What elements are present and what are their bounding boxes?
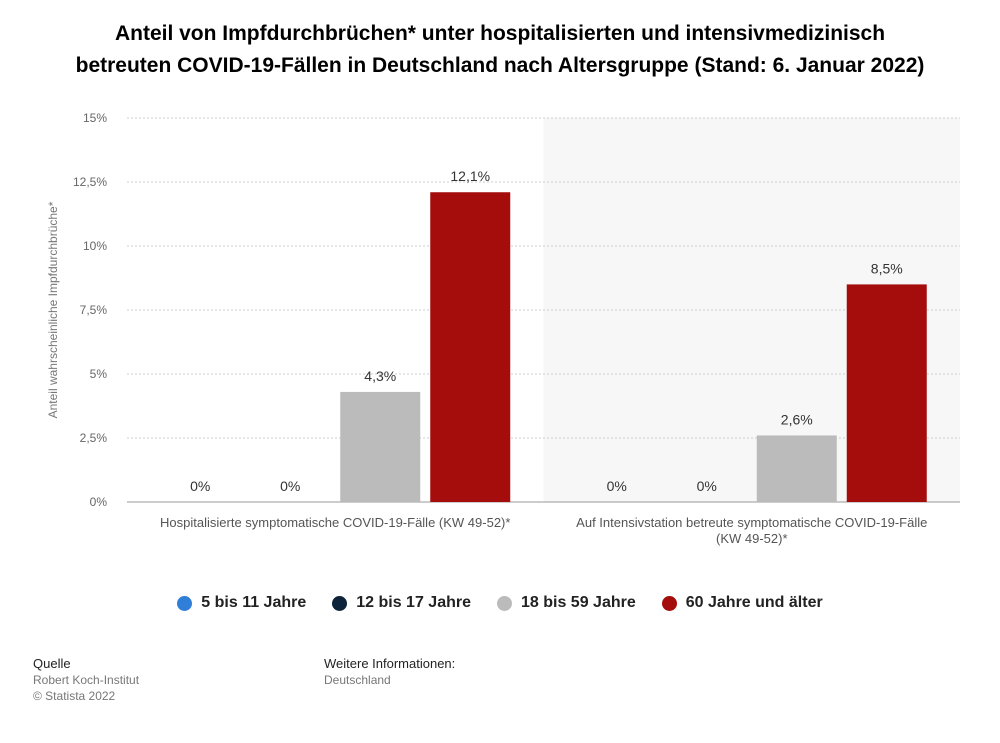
legend-label: 5 bis 11 Jahre (201, 594, 307, 611)
legend-item[interactable]: 60 Jahre und älter (661, 594, 823, 612)
copyright-text: © Statista 2022 (33, 689, 116, 703)
legend-marker (332, 595, 348, 611)
data-label: 4,3% (364, 368, 396, 384)
bar (846, 284, 927, 502)
legend-marker (661, 595, 677, 611)
x-category-label: Auf Intensivstation betreute symptomatis… (576, 515, 927, 530)
y-tick-label: 10% (83, 239, 107, 253)
info-region: Deutschland (324, 673, 391, 687)
info-heading[interactable]: Weitere Informationen: (324, 656, 456, 671)
x-category-label: Hospitalisierte symptomatische COVID-19-… (160, 515, 510, 530)
data-label: 0% (280, 478, 300, 494)
chart-legend: 5 bis 11 Jahre 12 bis 17 Jahre 18 bis 59 J… (0, 594, 1000, 612)
data-label: 0% (697, 478, 717, 494)
data-label: 2,6% (781, 411, 813, 427)
y-tick-label: 0% (90, 495, 108, 509)
legend-label: 18 bis 59 Jahre (521, 594, 636, 611)
legend-item[interactable]: 5 bis 11 Jahre (177, 594, 306, 612)
y-tick-label: 7,5% (80, 303, 108, 317)
y-tick-label: 15% (83, 111, 107, 125)
bar (430, 192, 511, 503)
data-label: 0% (190, 478, 210, 494)
chart-title: Anteil von Impfdurchbrüchen* unter hospi… (0, 18, 1000, 82)
bar (756, 435, 837, 502)
data-label: 0% (607, 478, 627, 494)
source-block: Quelle Robert Koch-Institut © Statista 2… (33, 656, 139, 704)
info-block: Weitere Informationen: Deutschland (324, 656, 455, 688)
legend-item[interactable]: 12 bis 17 Jahre (332, 594, 471, 612)
chart-title-line-2: betreuten COVID-19-Fällen in Deutschland… (75, 54, 925, 77)
data-label: 12,1% (450, 168, 490, 184)
x-category-label: (KW 49-52)* (716, 531, 788, 546)
source-heading: Quelle (33, 656, 71, 671)
bar-chart: 0% 2,5% 5% 7,5% 10% 12,5% 15% Anteil wahrschein… (46, 111, 960, 546)
legend-item[interactable]: 18 bis 59 Jahre (497, 594, 636, 612)
source-name: Robert Koch-Institut (33, 673, 140, 687)
legend-label: 60 Jahre und älter (685, 594, 823, 611)
chart-title-line-1: Anteil von Impfdurchbrüchen* unter hospi… (114, 22, 886, 45)
legend-marker (177, 595, 193, 611)
y-tick-label: 12,5% (73, 175, 107, 189)
y-tick-label: 2,5% (80, 431, 108, 445)
legend-marker (497, 595, 512, 611)
bar (340, 391, 421, 502)
y-axis-title: Anteil wahrscheinliche Impfdurchbrüche* (46, 201, 60, 418)
data-label: 8,5% (871, 260, 903, 276)
y-tick-label: 5% (90, 367, 108, 381)
legend-label: 12 bis 17 Jahre (356, 594, 471, 611)
